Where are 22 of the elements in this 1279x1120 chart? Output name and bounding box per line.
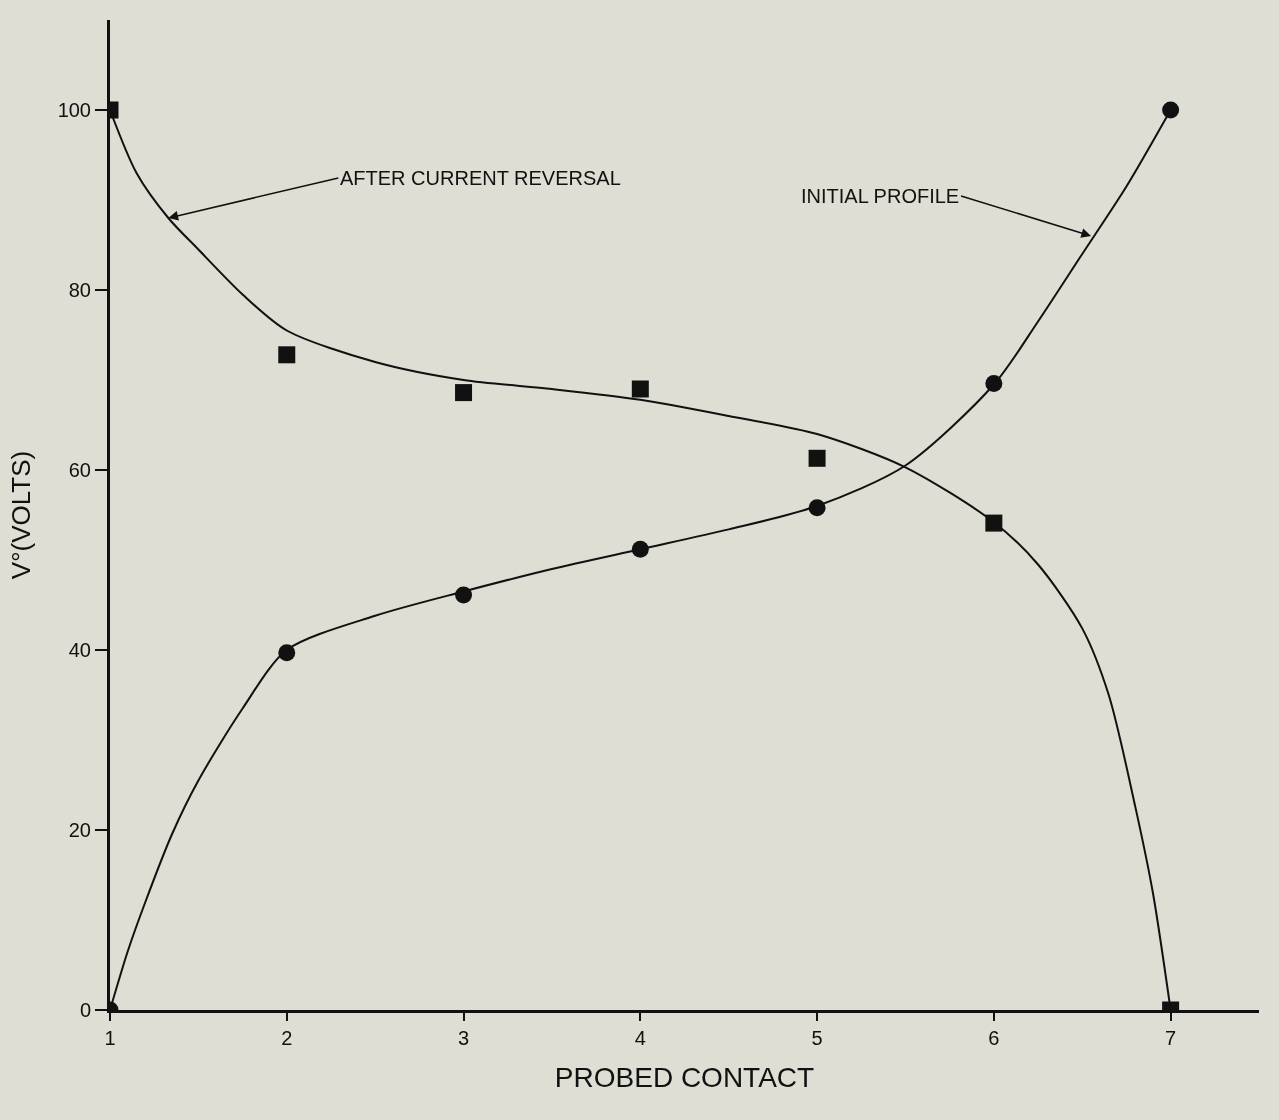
point bbox=[455, 384, 473, 402]
point bbox=[278, 346, 296, 364]
point bbox=[1162, 101, 1180, 119]
y-tick-label: 20 bbox=[68, 819, 91, 841]
x-tick-label: 6 bbox=[988, 1027, 1000, 1049]
x-tick-label: 1 bbox=[104, 1027, 116, 1049]
annotation: INITIAL PROFILE bbox=[801, 185, 960, 207]
x-tick-label: 3 bbox=[457, 1027, 470, 1049]
point bbox=[808, 449, 826, 467]
x-tick-label: 7 bbox=[1165, 1027, 1177, 1049]
y-tick-label: 100 bbox=[57, 99, 91, 121]
y-tick-label: 60 bbox=[68, 459, 91, 481]
annotation: AFTER CURRENT REVERSAL bbox=[340, 167, 621, 189]
x-tick-label: 4 bbox=[634, 1027, 646, 1049]
x-tick-label: 2 bbox=[281, 1027, 293, 1049]
y-tick-label: 40 bbox=[68, 639, 91, 661]
x-tick-label: 5 bbox=[811, 1027, 823, 1049]
y-axis-title: V°(VOLTS) bbox=[6, 450, 37, 580]
x-axis-title: PROBED CONTACT bbox=[554, 1062, 815, 1094]
y-tick-label: 80 bbox=[68, 279, 91, 301]
y-tick-label: 0 bbox=[79, 999, 91, 1021]
point bbox=[631, 380, 649, 398]
